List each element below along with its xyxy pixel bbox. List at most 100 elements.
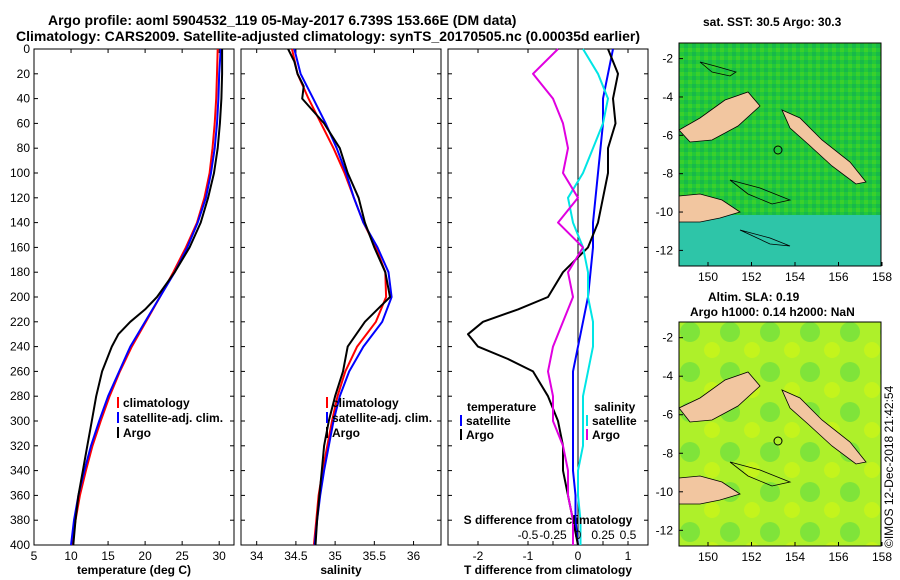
x-tick-label: 35.5 — [363, 549, 387, 563]
legend-label: Argo — [592, 428, 620, 442]
x-tick-label: 20 — [138, 549, 152, 563]
y-tick-label: 220 — [10, 315, 30, 329]
s-tick-label: -0.25 — [539, 528, 567, 542]
map-y-tick-label: -8 — [662, 167, 673, 181]
legend-label: satellite — [592, 414, 637, 428]
map-x-tick-label: 152 — [741, 270, 761, 284]
sla-field — [679, 322, 881, 546]
y-tick-label: 180 — [10, 265, 30, 279]
y-tick-label: 300 — [10, 414, 30, 428]
x-tick-label: 1 — [625, 549, 632, 563]
panel-temperature: 0 20 40 60 80 100 120 140 160 180 200 220 240 260 280 3… — [10, 42, 235, 577]
map-x-tick-label: 156 — [828, 270, 848, 284]
temperature-frame — [33, 48, 235, 546]
y-tick-label: 80 — [17, 141, 31, 155]
legend-temperature-heading: temperature — [467, 400, 537, 414]
salinity-xlabel: salinity — [320, 563, 362, 577]
series-climatology — [291, 48, 388, 546]
y-tick-label: 100 — [10, 166, 30, 180]
y-tick-label: 340 — [10, 464, 30, 478]
island-outline-2 — [729, 461, 792, 487]
map-y-tick-label: -2 — [662, 331, 673, 345]
map-y-tick-label: -10 — [656, 485, 674, 499]
y-tick-label: 200 — [10, 290, 30, 304]
y-tick-label: 360 — [10, 488, 30, 502]
bougainville-landmass-2 — [781, 389, 867, 465]
series-satellite-adj-clim- — [293, 48, 393, 546]
legend-label: climatology — [332, 396, 399, 410]
legend-label: satellite — [466, 414, 511, 428]
map-y-tick-label: -12 — [656, 243, 674, 257]
s-difference-label: S difference from climatology — [464, 513, 633, 527]
difference-xlabel: T difference from climatology — [464, 563, 632, 577]
y-tick-label: 0 — [23, 42, 30, 56]
map-x-tick-label: 152 — [741, 550, 761, 564]
legend-label: Argo — [332, 426, 360, 440]
map-x-tick-label: 154 — [785, 270, 805, 284]
x-tick-label: 35 — [328, 549, 342, 563]
map-y-tick-label: -4 — [662, 90, 673, 104]
argo-location-marker-bottom — [773, 436, 783, 446]
map-x-tick-label: 158 — [872, 550, 892, 564]
y-tick-label: 260 — [10, 364, 30, 378]
map-y-tick-label: -8 — [662, 446, 673, 460]
island-outline — [729, 179, 792, 205]
y-tick-label: 280 — [10, 389, 30, 403]
panel-difference: -2 -1 0 1T difference from climatology tempe… — [447, 48, 649, 577]
series-climatology — [70, 48, 219, 546]
x-tick-label: 0 — [575, 549, 582, 563]
legend-label: Argo — [123, 426, 151, 440]
map-top-frame — [678, 42, 882, 267]
new-ireland-outline — [699, 61, 737, 77]
imos-credit: ©IMOS 12-Dec-2018 21:42:54 — [882, 385, 896, 548]
x-tick-label: -2 — [473, 549, 484, 563]
x-tick-label: 10 — [64, 549, 78, 563]
series-salinity-argo — [532, 48, 584, 545]
map-bottom-title-1: Altim. SLA: 0.19 — [708, 290, 800, 304]
map-bottom-title-2: Argo h1000: 0.14 h2000: NaN — [690, 305, 855, 319]
series-salinity-satellite — [567, 48, 609, 545]
s-tick-label: 0.25 — [591, 528, 615, 542]
argo-location-marker-top — [773, 145, 783, 155]
map-x-tick-label: 150 — [698, 550, 718, 564]
x-tick-label: -1 — [523, 549, 534, 563]
x-tick-label: 34.5 — [284, 549, 308, 563]
legend-salinity-heading: salinity — [594, 400, 636, 414]
map-bottom: 150 152 154 156 158 -2 -4 -6 -8 -10 -12 — [656, 321, 892, 564]
map-top-title: sat. SST: 30.5 Argo: 30.3 — [703, 15, 842, 29]
y-tick-label: 120 — [10, 191, 30, 205]
map-x-tick-label: 150 — [698, 270, 718, 284]
legend-label: climatology — [123, 396, 190, 410]
y-tick-label: 400 — [10, 538, 30, 552]
y-tick-label: 20 — [17, 67, 31, 81]
map-bottom-frame — [678, 321, 882, 547]
y-tick-label: 140 — [10, 216, 30, 230]
map-x-tick-label: 156 — [828, 550, 848, 564]
s-tick-label: -0.5 — [518, 528, 539, 542]
x-tick-label: 30 — [213, 549, 227, 563]
new-britain-landmass-2 — [679, 371, 761, 423]
salinity-frame — [240, 48, 442, 546]
title-line-1: Argo profile: aoml 5904532_119 05-May-20… — [48, 12, 516, 28]
panel-salinity: 34 34.5 35 35.5 36 salinity climatologysatelli… — [240, 48, 442, 577]
map-y-tick-label: -6 — [662, 128, 673, 142]
x-tick-label: 25 — [175, 549, 189, 563]
x-tick-label: 34 — [250, 549, 264, 563]
x-tick-label: 5 — [31, 549, 38, 563]
map-y-tick-label: -4 — [662, 369, 673, 383]
series-argo — [287, 48, 391, 546]
legend-label: satellite-adj. clim. — [123, 411, 223, 425]
y-tick-label: 240 — [10, 340, 30, 354]
bougainville-landmass — [781, 109, 867, 185]
new-britain-landmass — [679, 91, 761, 143]
png-landmass — [679, 193, 741, 223]
map-x-tick-label: 158 — [872, 270, 892, 284]
series-satellite-adj-clim- — [70, 48, 222, 546]
s-tick-label: 0.5 — [620, 528, 637, 542]
map-y-tick-label: -12 — [656, 523, 674, 537]
png-landmass-2 — [679, 475, 741, 505]
map-y-tick-label: -2 — [662, 52, 673, 66]
map-top: 150 152 154 156 158 -2 -4 -6 -8 -10 -12 — [656, 42, 892, 284]
series-temperature-argo — [467, 48, 619, 546]
